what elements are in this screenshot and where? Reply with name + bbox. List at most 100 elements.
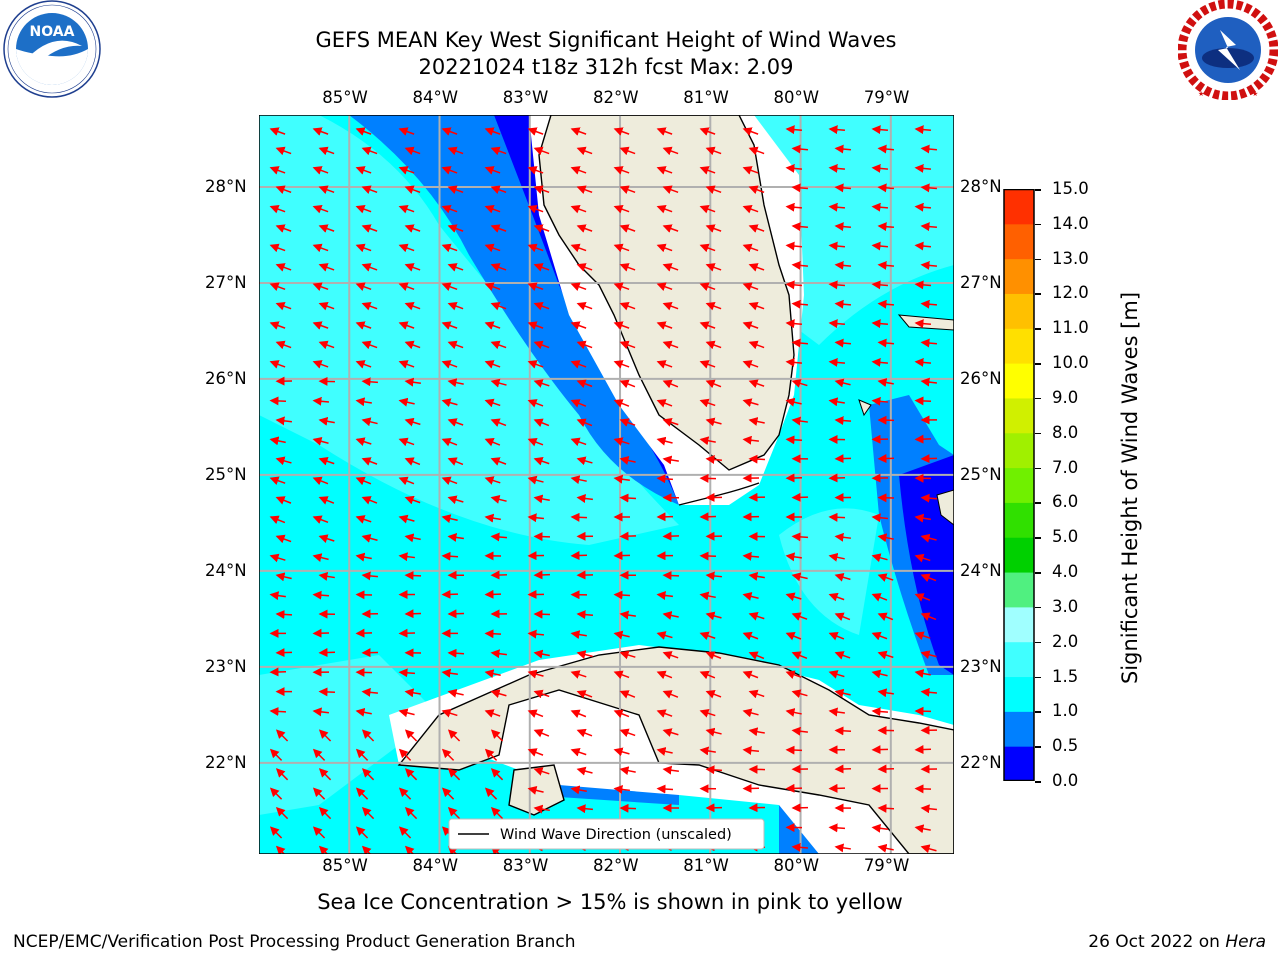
wave-direction-arrow — [484, 513, 501, 523]
wave-direction-arrow — [404, 533, 421, 543]
wave-direction-arrow — [312, 590, 330, 600]
wave-direction-arrow — [834, 144, 852, 154]
wave-direction-arrow — [269, 127, 286, 136]
wave-direction-arrow — [312, 204, 329, 214]
wave-direction-arrow — [619, 418, 636, 427]
wave-direction-arrow — [484, 709, 501, 718]
wave-direction-arrow — [877, 688, 894, 698]
wave-direction-arrow — [398, 476, 415, 486]
wave-direction-arrow — [447, 648, 465, 658]
wave-direction-arrow — [533, 456, 550, 466]
wave-direction-arrow — [441, 476, 458, 486]
wave-direction-arrow — [490, 301, 507, 311]
wave-direction-arrow — [570, 747, 587, 757]
wave-direction-arrow — [877, 222, 895, 232]
wave-direction-arrow — [275, 416, 292, 426]
wave-direction-arrow — [527, 282, 544, 291]
wave-direction-arrow — [785, 552, 802, 562]
wave-direction-arrow — [699, 398, 716, 408]
wave-direction-arrow — [312, 243, 329, 253]
wave-direction-arrow — [619, 224, 636, 233]
wave-direction-arrow — [570, 243, 587, 253]
lat-label: 28°N — [960, 176, 1002, 196]
wave-direction-arrow — [656, 399, 673, 408]
wave-direction-arrow — [742, 127, 759, 136]
andros-island — [936, 489, 954, 526]
wave-direction-arrow — [490, 495, 507, 504]
wave-direction-arrow — [791, 222, 809, 232]
wave-direction-arrow — [576, 301, 593, 311]
wave-direction-arrow — [355, 360, 372, 369]
wave-direction-arrow — [828, 397, 845, 407]
wave-direction-arrow — [533, 649, 550, 659]
wave-direction-arrow — [828, 357, 846, 367]
wave-direction-arrow — [570, 127, 587, 136]
wave-direction-arrow — [361, 185, 378, 194]
wave-direction-arrow — [920, 573, 937, 583]
wave-direction-arrow — [619, 301, 636, 311]
wave-direction-arrow — [355, 476, 372, 486]
wave-direction-arrow — [361, 806, 375, 820]
colorbar-segment — [1004, 502, 1034, 538]
wave-direction-arrow — [914, 824, 931, 834]
colorbar-tick-label: 14.0 — [1052, 213, 1089, 233]
wave-direction-arrow — [355, 515, 372, 524]
wave-direction-arrow — [914, 593, 931, 602]
wave-direction-arrow — [705, 301, 722, 311]
colorbar-tick-label: 11.0 — [1052, 318, 1089, 338]
colorbar-tick-mark — [1035, 572, 1041, 574]
wave-direction-arrow — [404, 263, 421, 272]
wave-direction-arrow — [355, 748, 369, 761]
wave-direction-arrow — [441, 282, 458, 291]
grand-bahama-island — [897, 314, 954, 331]
wave-direction-arrow — [398, 204, 415, 214]
wave-direction-arrow — [318, 185, 335, 194]
wave-direction-arrow — [570, 512, 588, 522]
wave-direction-arrow — [490, 378, 507, 388]
wave-direction-arrow — [318, 340, 335, 350]
wave-direction-arrow — [785, 280, 803, 290]
wave-direction-arrow — [834, 843, 851, 853]
colorbar-label: Significant Height of Wind Waves [m] — [1118, 291, 1142, 685]
wave-direction-arrow — [748, 727, 765, 737]
wave-direction-arrow — [576, 728, 593, 738]
wave-direction-arrow — [361, 571, 379, 581]
lon-label: 85°W — [322, 856, 368, 875]
wave-direction-arrow — [699, 670, 716, 680]
wave-direction-arrow — [527, 204, 544, 214]
wave-direction-arrow — [533, 767, 550, 776]
wave-direction-arrow — [914, 125, 932, 135]
wave-direction-arrow — [398, 321, 415, 330]
wave-direction-arrow — [318, 416, 335, 426]
wave-direction-arrow — [269, 166, 286, 175]
wave-direction-arrow — [914, 280, 932, 290]
wave-direction-arrow — [484, 204, 501, 214]
wave-direction-arrow — [312, 707, 329, 717]
wave-direction-arrow — [484, 282, 501, 291]
lon-label: 83°W — [502, 88, 549, 107]
wave-direction-arrow — [656, 631, 673, 640]
wave-direction-arrow — [527, 127, 544, 136]
wave-direction-arrow — [705, 146, 722, 156]
colorbar-segment — [1004, 258, 1034, 294]
wave-direction-arrow — [490, 649, 507, 659]
chart-title-line2: 20221024 t18z 312h fcst Max: 2.09 — [418, 55, 794, 79]
wave-direction-arrow — [613, 709, 630, 718]
wave-direction-arrow — [269, 360, 286, 369]
wave-direction-arrow — [699, 282, 716, 291]
wave-direction-arrow — [828, 241, 846, 251]
lat-label: 22°N — [960, 752, 1002, 772]
colorbar-segment — [1004, 676, 1034, 712]
wave-direction-arrow — [490, 729, 504, 742]
wave-direction-arrow — [914, 163, 932, 173]
wave-direction-arrow — [662, 455, 679, 465]
wave-direction-arrow — [871, 631, 888, 641]
wave-direction-arrow — [748, 454, 766, 464]
lon-label: 80°W — [773, 88, 820, 107]
wave-direction-arrow — [619, 610, 636, 620]
wave-direction-arrow — [447, 146, 464, 156]
wave-direction-arrow — [404, 185, 421, 194]
wave-direction-arrow — [877, 573, 894, 582]
wave-direction-arrow — [576, 650, 593, 659]
wave-direction-arrow — [398, 787, 412, 800]
